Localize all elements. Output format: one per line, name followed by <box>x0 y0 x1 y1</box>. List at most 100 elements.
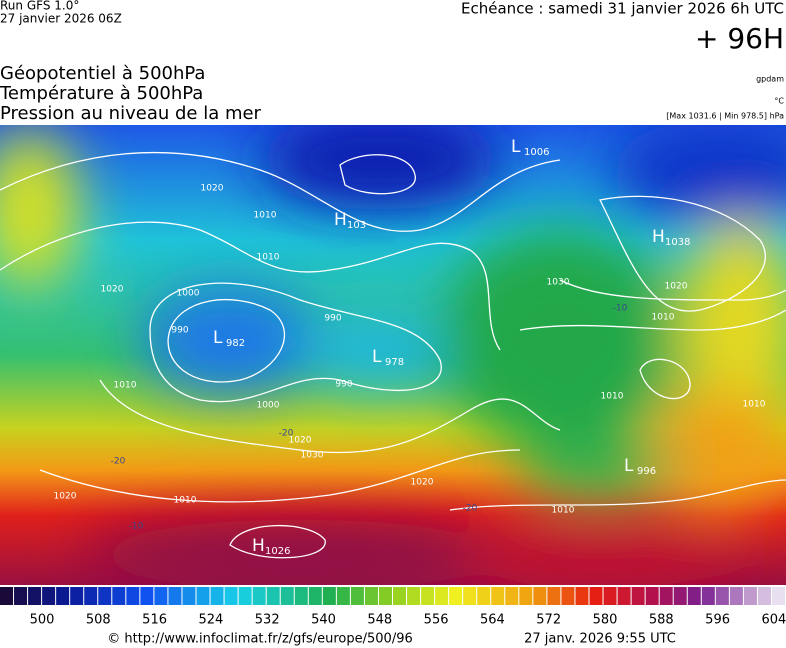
isobar-label: 1010 <box>254 211 277 221</box>
isobar-label: 1020 <box>289 436 312 446</box>
scale-label: 604 <box>761 613 786 628</box>
scale-label: 524 <box>198 613 223 628</box>
temperature-label: -20 <box>279 429 294 439</box>
scale-swatch <box>42 587 56 605</box>
pressure-center-kind: H <box>334 210 347 230</box>
scale-swatch <box>463 587 477 605</box>
scale-swatch <box>603 587 617 605</box>
scale-swatch <box>547 587 561 605</box>
isobar-label: 990 <box>335 380 352 390</box>
scale-swatch <box>757 587 771 605</box>
title-geopotential: Géopotentiel à 500hPa <box>0 63 205 84</box>
scale-swatch <box>575 587 589 605</box>
scale-swatch <box>743 587 757 605</box>
scale-swatch <box>364 587 378 605</box>
scale-swatch <box>196 587 210 605</box>
title-pressure: Pression au niveau de la mer <box>0 103 262 124</box>
scale-label: 572 <box>536 613 561 628</box>
pressure-center-value: 1026 <box>265 546 290 557</box>
scale-swatch <box>224 587 238 605</box>
scale-swatch <box>617 587 631 605</box>
scale-swatch <box>14 587 28 605</box>
isobar-label: 1000 <box>177 289 200 299</box>
unit-temperature: °C <box>774 97 784 106</box>
scale-swatch <box>350 587 364 605</box>
scale-swatch <box>701 587 715 605</box>
scale-swatch <box>378 587 392 605</box>
scale-swatch <box>687 587 701 605</box>
isobar-label: 1010 <box>257 253 280 263</box>
scale-swatch <box>280 587 294 605</box>
isobar-label: 1010 <box>743 400 766 410</box>
pressure-center-value: 103 <box>347 220 366 231</box>
scale-swatch <box>393 587 407 605</box>
isobar-label: 1020 <box>665 282 688 292</box>
scale-swatch <box>421 587 435 605</box>
scale-swatch <box>407 587 421 605</box>
run-label: Run GFS 1.0° <box>0 0 79 13</box>
isobar-label: 1020 <box>201 184 224 194</box>
scale-swatch <box>336 587 350 605</box>
scale-swatch <box>533 587 547 605</box>
isobar-label: 1000 <box>257 401 280 411</box>
scale-label: 508 <box>86 613 111 628</box>
pressure-center-value: 978 <box>385 357 404 368</box>
pressure-center-kind: H <box>652 227 665 247</box>
temperature-label: -20 <box>111 457 126 467</box>
scale-swatch <box>645 587 659 605</box>
scale-swatch <box>435 587 449 605</box>
scale-label: 540 <box>311 613 336 628</box>
pressure-center-value: 982 <box>226 338 245 349</box>
pressure-center-value: 1038 <box>665 237 690 248</box>
scale-swatch <box>238 587 252 605</box>
scale-swatch <box>70 587 84 605</box>
scale-swatch <box>154 587 168 605</box>
scale-label: 516 <box>142 613 167 628</box>
pressure-center-kind: L <box>213 328 223 348</box>
isobar-label: 1020 <box>54 492 77 502</box>
scale-swatch <box>98 587 112 605</box>
pressure-center-value: 996 <box>637 466 656 477</box>
scale-label: 556 <box>424 613 449 628</box>
scale-swatch <box>491 587 505 605</box>
pressure-center-kind: H <box>252 536 265 556</box>
scale-swatch <box>168 587 182 605</box>
scale-swatch <box>519 587 533 605</box>
scale-swatch <box>252 587 266 605</box>
scale-swatch <box>505 587 519 605</box>
scale-label: 500 <box>30 613 55 628</box>
scale-swatch <box>84 587 98 605</box>
run-date: 27 janvier 2026 06Z <box>0 12 122 26</box>
scale-swatch <box>266 587 280 605</box>
scale-swatch <box>294 587 308 605</box>
isobar-label: 1030 <box>301 451 324 461</box>
isobar-label: 1010 <box>114 381 137 391</box>
scale-swatch <box>308 587 322 605</box>
temperature-label: -10 <box>613 304 628 314</box>
scale-swatch <box>182 587 196 605</box>
color-scale <box>0 587 785 605</box>
pressure-center-kind: L <box>511 137 521 157</box>
scale-label: 532 <box>255 613 280 628</box>
scale-label: 596 <box>705 613 730 628</box>
scale-swatch <box>659 587 673 605</box>
scale-swatch <box>140 587 154 605</box>
scale-swatch <box>561 587 575 605</box>
isobar-label: 1020 <box>411 478 434 488</box>
isobars <box>0 151 786 559</box>
scale-label: 564 <box>480 613 505 628</box>
scale-label: 548 <box>367 613 392 628</box>
unit-pressure: [Max 1031.6 | Min 978.5] hPa <box>666 112 784 121</box>
scale-swatch <box>56 587 70 605</box>
lead-time: + 96H <box>695 22 784 55</box>
temperature-label: -10 <box>129 522 144 532</box>
isobar-label: 1010 <box>552 506 575 516</box>
isobar-label: 990 <box>171 326 188 336</box>
map-field <box>0 125 786 585</box>
isobar-label: 1020 <box>101 285 124 295</box>
isobar-label: 1010 <box>174 496 197 506</box>
scale-swatch <box>477 587 491 605</box>
scale-swatch <box>0 587 14 605</box>
scale-swatch <box>729 587 743 605</box>
